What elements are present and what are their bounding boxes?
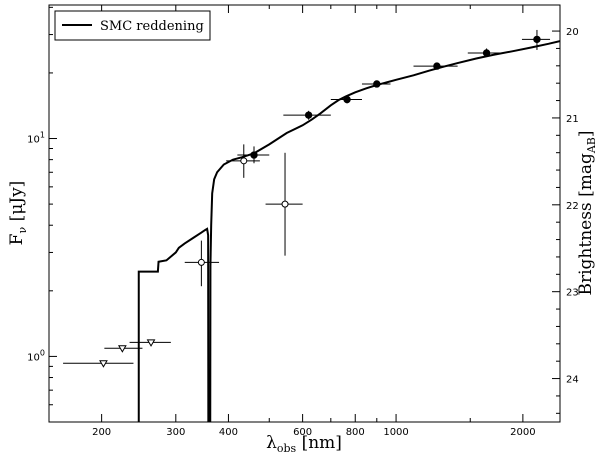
y2-tick-label: 21 — [566, 114, 579, 125]
x-tick-label: 2000 — [510, 427, 535, 438]
x-tick-label: 600 — [293, 427, 312, 438]
low-significance-marker — [197, 258, 205, 266]
y2-tick-label: 24 — [566, 375, 579, 386]
x-axis-label-symbol: λ — [266, 433, 277, 453]
right-axis-label-text: Brightness [mag — [576, 153, 596, 295]
x-axis-label: λobs [nm] — [266, 433, 342, 455]
upper-limit-marker — [99, 360, 108, 368]
y-tick-label-base: 10 — [27, 135, 40, 146]
y-axis-label-subscript: ν — [16, 227, 29, 234]
tick-marks — [49, 5, 560, 422]
legend: SMC reddening — [54, 10, 211, 41]
x-tick-label: 300 — [166, 427, 185, 438]
low-significance-marker — [281, 200, 289, 208]
upper-limit-marker — [117, 345, 127, 353]
y-axis-label-symbol: F — [7, 233, 27, 245]
detection-marker — [533, 35, 541, 44]
y-tick-label-base: 10 — [27, 352, 40, 363]
right-axis-label-unit: ] — [576, 130, 596, 137]
detection-marker — [250, 151, 258, 159]
y-tick-label-exponent: 0 — [40, 348, 45, 357]
y-axis-label-unit: [μJy] — [7, 181, 27, 227]
y2-tick-label: 20 — [566, 27, 579, 38]
x-tick-label: 400 — [219, 427, 238, 438]
y-axis-label: Fν [μJy] — [7, 181, 29, 246]
y-tick-label: 100 — [27, 348, 45, 363]
detection-marker — [373, 80, 381, 88]
x-tick-label: 200 — [92, 427, 111, 438]
detection-marker — [433, 62, 441, 70]
plot-area — [63, 29, 560, 422]
legend-label: SMC reddening — [100, 19, 204, 34]
y2-tick-label: 23 — [566, 288, 579, 299]
y-tick-label-exponent: 1 — [40, 131, 45, 140]
detection-marker — [304, 111, 313, 119]
right-axis-label-subscript: AB — [585, 137, 598, 154]
y-tick-label: 101 — [27, 131, 45, 146]
right-axis-label: Brightness [magAB] — [576, 130, 598, 295]
y2-tick-label: 22 — [566, 201, 579, 212]
x-tick-label: 1000 — [383, 427, 408, 438]
low-significance-marker — [240, 157, 248, 165]
upper-limit-marker — [146, 339, 156, 347]
x-axis-label-unit: [nm] — [296, 433, 342, 453]
x-axis-label-subscript: obs — [277, 442, 297, 455]
x-tick-label: 800 — [346, 427, 365, 438]
detection-marker — [482, 49, 491, 57]
plot-frame — [48, 4, 561, 423]
detection-marker — [343, 95, 351, 104]
